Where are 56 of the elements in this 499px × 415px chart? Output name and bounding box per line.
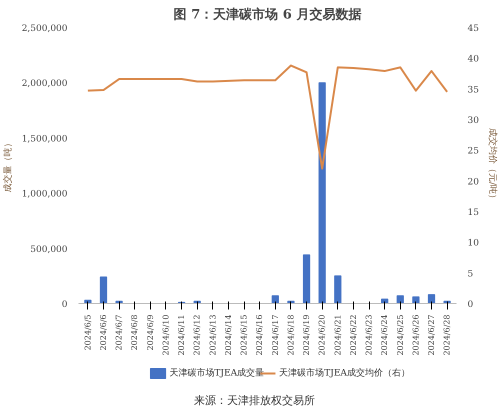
bar — [84, 300, 92, 304]
x-tick-label: 2024/6/14 — [224, 314, 233, 356]
x-tick-label: 2024/6/15 — [240, 314, 249, 356]
bar — [428, 294, 436, 304]
x-tick-label: 2024/6/19 — [302, 314, 312, 356]
bar — [381, 298, 388, 304]
y2-axis-title: 成交均价（元/吨） — [486, 128, 498, 204]
x-tick-label: 2024/6/7 — [114, 314, 124, 350]
y2-tick-label: 5 — [468, 269, 474, 280]
x-tick-label: 2024/6/13 — [208, 314, 218, 356]
y2-tick-label: 20 — [468, 177, 480, 188]
x-tick-label: 2024/6/5 — [83, 314, 92, 350]
x-tick-label: 2024/6/18 — [286, 314, 296, 356]
x-tick-label: 2024/6/6 — [98, 314, 108, 350]
x-tick-label: 2024/6/9 — [146, 314, 155, 350]
y-tick-label: 1,000,000 — [22, 190, 68, 200]
bar — [100, 276, 108, 304]
y2-tick-label: 45 — [468, 24, 480, 34]
line-series — [86, 64, 448, 170]
y2-tick-label: 10 — [468, 238, 480, 249]
y2-tick-label: 40 — [468, 54, 480, 65]
x-tick-label: 2024/6/25 — [396, 314, 405, 356]
y-tick-label: 2,500,000 — [22, 24, 68, 34]
x-tick-label: 2024/6/17 — [270, 314, 280, 356]
y-tick-label: 500,000 — [30, 244, 68, 255]
x-tick-label: 2024/6/20 — [318, 314, 327, 356]
y2-tick-label: 30 — [468, 116, 480, 126]
y2-tick-label: 0 — [468, 300, 474, 310]
y-tick-label: 1,500,000 — [22, 134, 68, 144]
chart-title: 图 7：天津碳市场 6 月交易数据 — [174, 6, 362, 22]
x-tick-label: 2024/6/27 — [427, 314, 436, 356]
y2-tick-label: 15 — [468, 208, 480, 218]
bar — [396, 295, 404, 304]
y-axis-title: 成交量（吨） — [2, 138, 14, 192]
bar — [272, 295, 279, 304]
bar — [302, 254, 310, 304]
x-tick-label: 2024/6/24 — [380, 314, 390, 356]
x-tick-label: 2024/6/22 — [348, 314, 358, 356]
bar — [334, 275, 342, 304]
x-tick-label: 2024/6/28 — [442, 314, 452, 356]
x-tick-label: 2024/6/21 — [333, 314, 342, 356]
y2-tick-label: 35 — [468, 85, 480, 96]
legend-label: 天津碳市场TJEA成交量 — [169, 368, 264, 378]
x-tick-label: 2024/6/16 — [255, 314, 264, 356]
legend-label: 天津碳市场TJEA成交均价（右） — [279, 368, 410, 378]
y-tick-label: 2,000,000 — [22, 79, 68, 90]
y2-tick-label: 25 — [468, 146, 480, 157]
x-tick-label: 2024/6/11 — [177, 314, 186, 356]
bar — [318, 82, 326, 304]
x-tick-label: 2024/6/26 — [411, 314, 420, 356]
x-tick-label: 2024/6/12 — [192, 314, 202, 356]
x-tick-label: 2024/6/23 — [364, 314, 374, 356]
x-tick-label: 2024/6/10 — [161, 314, 170, 356]
y-tick-label: 0 — [62, 300, 68, 310]
x-tick-label: 2024/6/8 — [130, 314, 140, 350]
source-note: 来源：天津排放权交易所 — [194, 393, 315, 409]
